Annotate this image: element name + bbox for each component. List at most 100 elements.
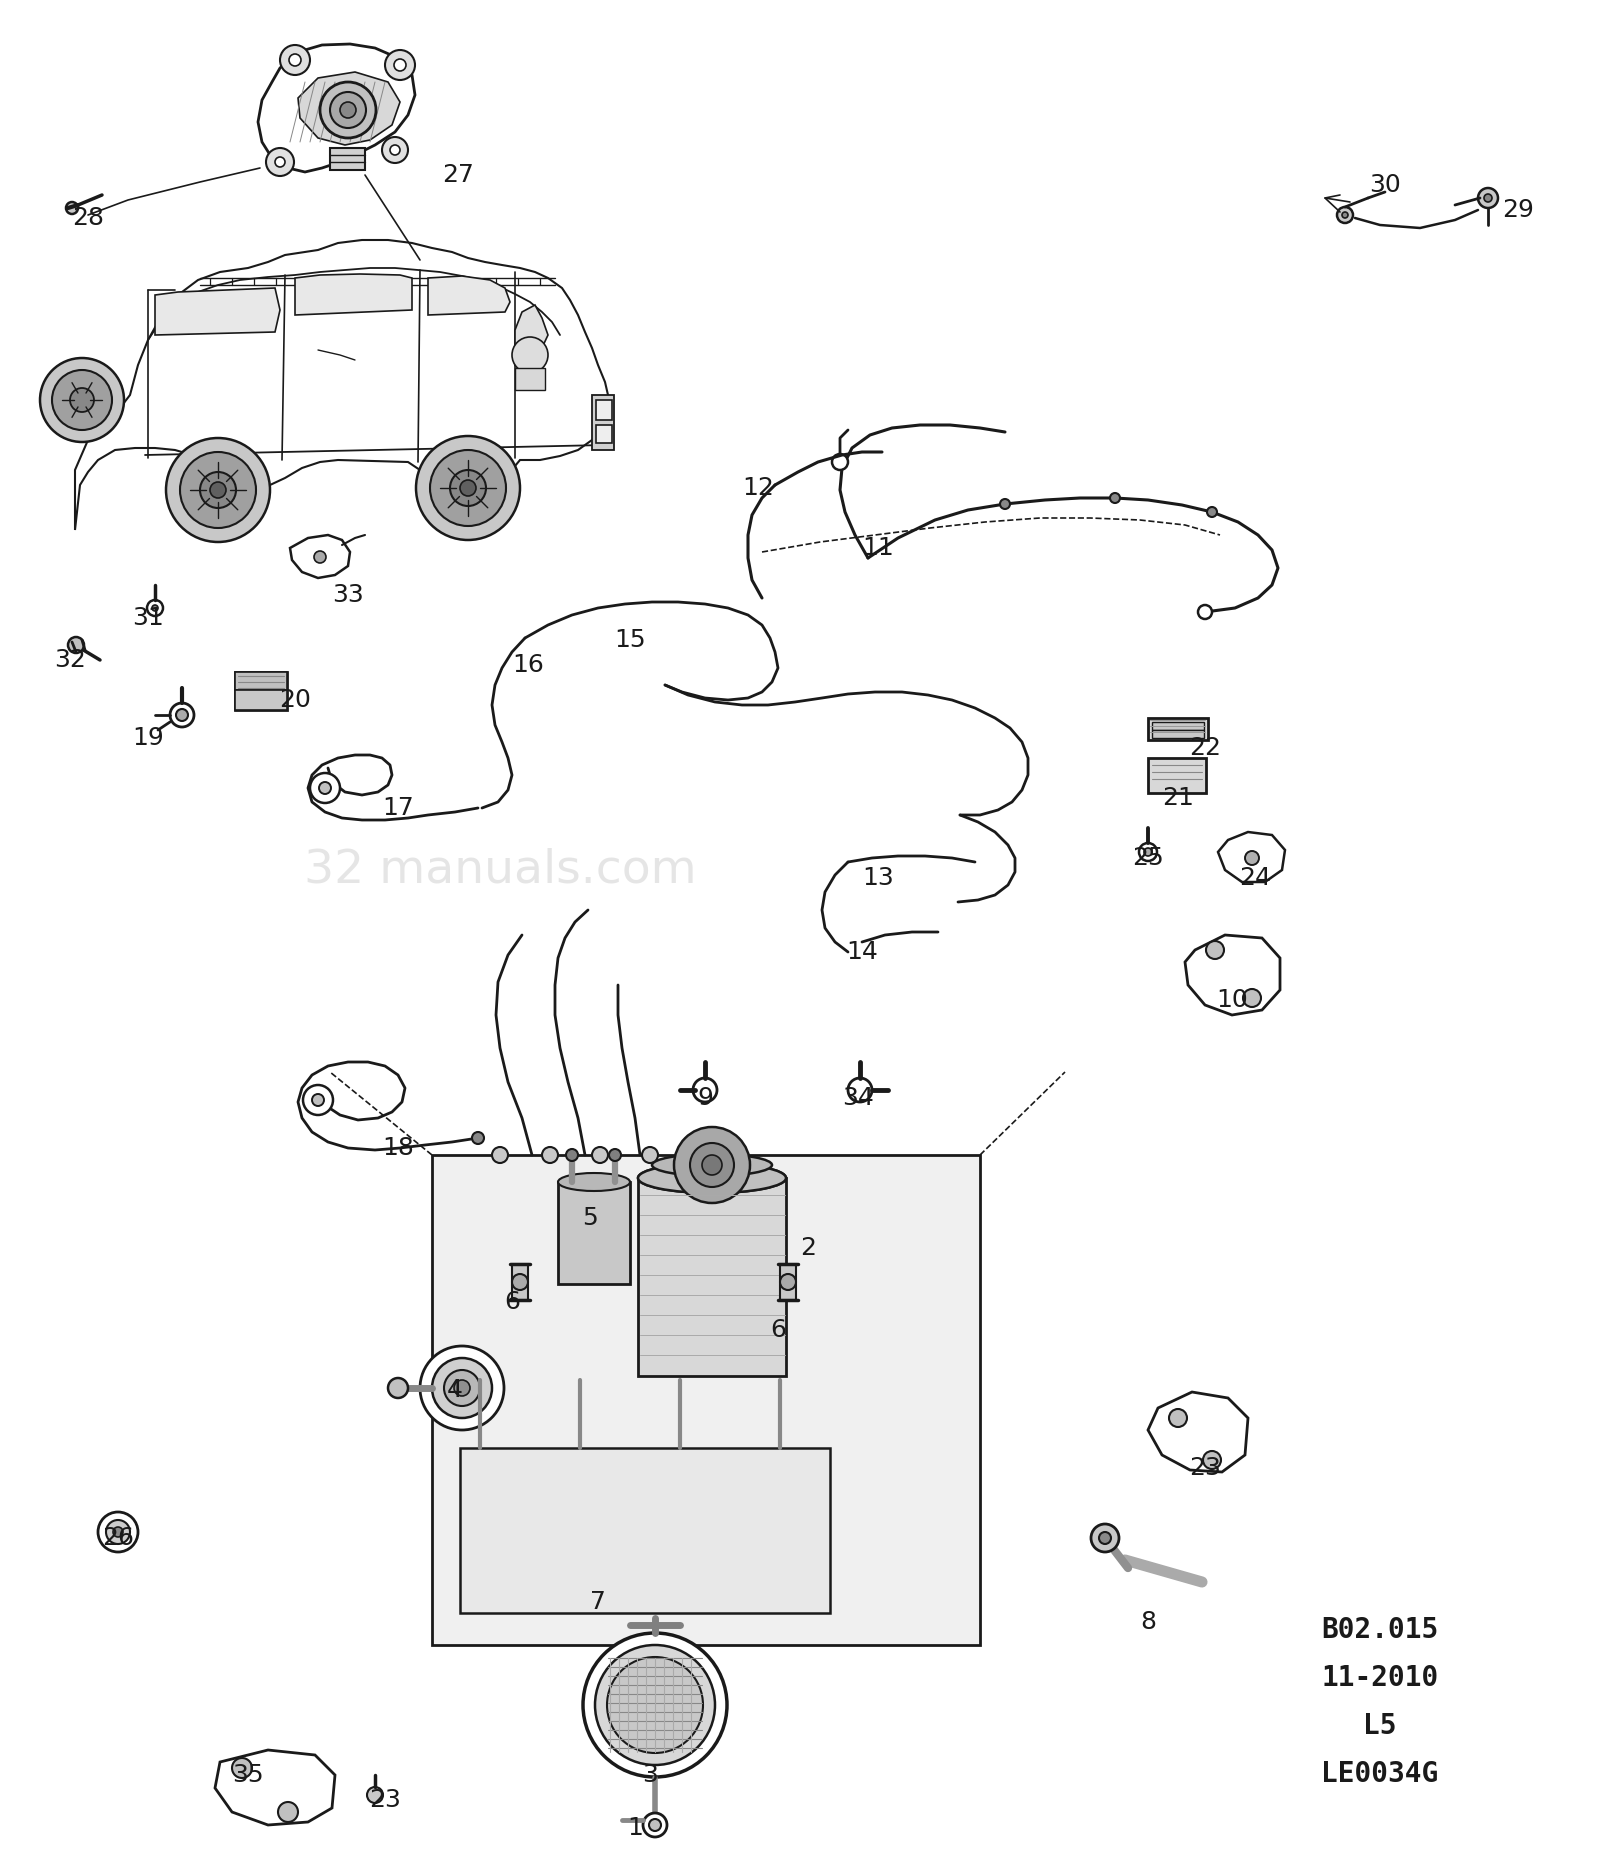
Circle shape [430,450,506,527]
Circle shape [1338,207,1354,222]
Text: 25: 25 [1133,846,1163,870]
Circle shape [1342,211,1347,219]
Circle shape [595,1646,715,1765]
Circle shape [461,480,477,497]
Text: 22: 22 [1189,736,1221,760]
Text: 33: 33 [333,583,363,607]
Circle shape [1000,499,1010,508]
Circle shape [610,1149,621,1162]
Ellipse shape [638,1164,786,1194]
Circle shape [152,605,158,611]
Circle shape [690,1143,734,1186]
Circle shape [314,551,326,562]
Circle shape [1110,493,1120,502]
Text: 2: 2 [800,1237,816,1261]
Circle shape [643,1814,667,1836]
Circle shape [390,146,400,155]
Ellipse shape [558,1173,630,1192]
Circle shape [394,60,406,71]
Circle shape [1245,852,1259,865]
Text: 13: 13 [862,867,894,889]
Text: 7: 7 [590,1590,606,1614]
Circle shape [1203,1451,1221,1468]
Circle shape [472,1132,483,1143]
Text: 14: 14 [846,940,878,964]
Circle shape [166,437,270,542]
Circle shape [40,359,125,443]
Text: 4: 4 [446,1379,462,1403]
Polygon shape [75,239,608,531]
Circle shape [310,773,339,803]
Bar [595,400,611,420]
Circle shape [290,54,301,65]
Text: 16: 16 [512,654,544,676]
Bar [595,426,611,443]
Circle shape [1170,1408,1187,1427]
Circle shape [66,202,78,215]
Text: 28: 28 [72,205,104,230]
Circle shape [549,1582,566,1601]
Circle shape [1206,941,1224,958]
Text: 23: 23 [370,1788,402,1812]
Text: 3: 3 [642,1763,658,1788]
Ellipse shape [638,1164,786,1194]
Bar [1149,758,1206,794]
Circle shape [674,1126,750,1203]
Circle shape [1485,194,1491,202]
Bar [781,1265,797,1300]
Circle shape [278,1803,298,1821]
Text: 8: 8 [1139,1610,1155,1634]
Polygon shape [290,534,350,577]
Circle shape [70,389,94,413]
Circle shape [318,783,331,794]
Circle shape [330,92,366,129]
Polygon shape [429,276,510,316]
Bar [1152,723,1205,730]
Text: B02.015: B02.015 [1322,1616,1438,1644]
Circle shape [493,1147,509,1164]
Text: 19: 19 [133,727,163,749]
Bar [512,1265,528,1300]
Bar [638,1179,786,1377]
Circle shape [386,50,414,80]
Text: 1: 1 [627,1816,643,1840]
Circle shape [1099,1532,1110,1545]
Polygon shape [214,1750,334,1825]
Text: 27: 27 [442,163,474,187]
Circle shape [210,482,226,499]
Circle shape [382,136,408,163]
Circle shape [419,1347,504,1431]
Bar [235,689,286,710]
Circle shape [445,1369,480,1407]
Circle shape [1198,605,1213,618]
Ellipse shape [653,1154,771,1177]
Text: 20: 20 [278,687,310,712]
Circle shape [566,1149,578,1162]
Bar [558,1182,630,1283]
Circle shape [832,454,848,471]
Bar [432,1154,979,1646]
Circle shape [554,1588,562,1595]
Polygon shape [155,288,280,334]
Circle shape [1091,1524,1118,1552]
Circle shape [416,435,520,540]
Polygon shape [294,275,413,316]
Bar [515,368,546,390]
Text: 15: 15 [614,628,646,652]
Text: 24: 24 [1238,867,1270,889]
Circle shape [542,1577,574,1608]
Text: 17: 17 [382,796,414,820]
Bar [235,672,286,710]
Text: 34: 34 [842,1085,874,1110]
Circle shape [592,1147,608,1164]
Text: 10: 10 [1216,988,1248,1012]
Text: 11: 11 [862,536,894,560]
Circle shape [147,600,163,616]
Circle shape [1144,848,1152,856]
Circle shape [179,452,256,529]
Text: 11-2010: 11-2010 [1322,1664,1438,1692]
Circle shape [702,1154,722,1175]
Circle shape [542,1147,558,1164]
Text: LE0034G: LE0034G [1322,1760,1438,1788]
Polygon shape [298,73,400,146]
